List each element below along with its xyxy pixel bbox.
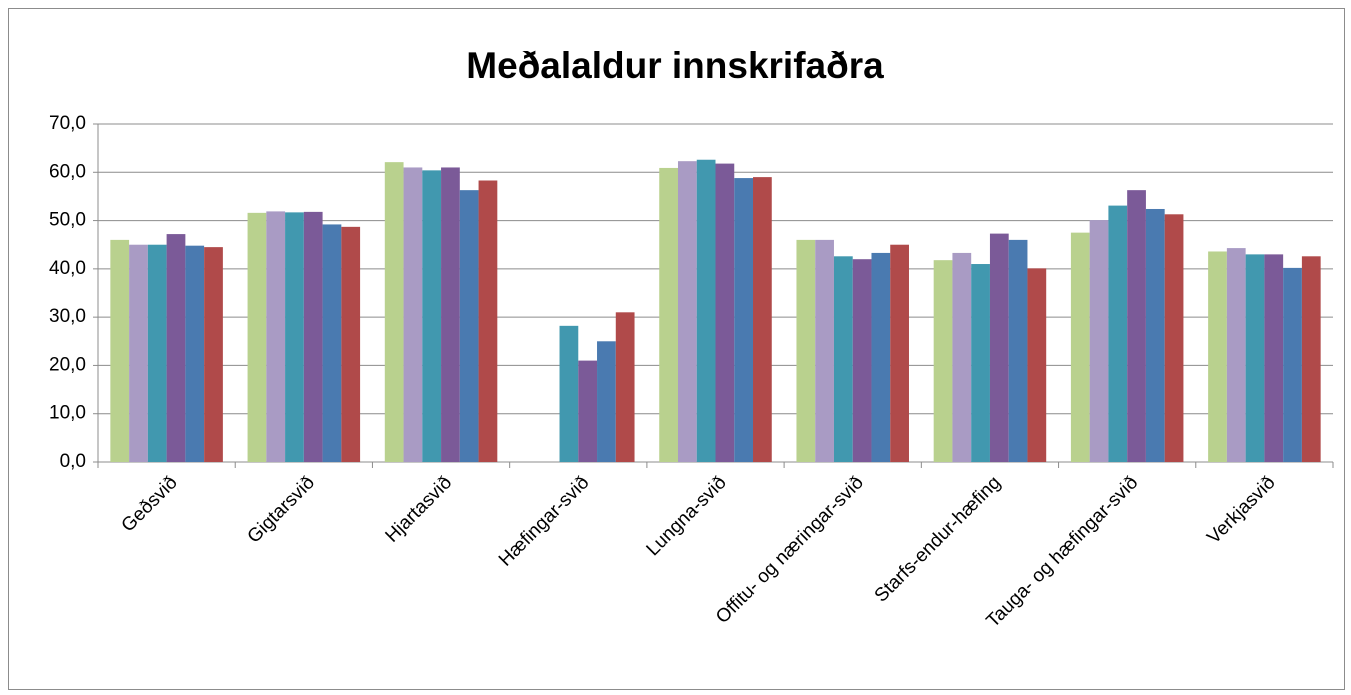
bar [147, 244, 167, 462]
y-tick-label: 50,0 [49, 210, 86, 231]
y-tick-label: 70,0 [49, 113, 86, 134]
bar [1208, 251, 1227, 462]
y-tick-label: 30,0 [49, 306, 86, 327]
bar [952, 252, 972, 462]
bar [247, 212, 267, 462]
bar [1226, 248, 1246, 462]
bar [796, 239, 816, 462]
bar [753, 177, 772, 462]
bar [204, 247, 223, 462]
bar [597, 341, 616, 462]
bar [1264, 254, 1284, 462]
bar [971, 264, 990, 462]
bar [1008, 239, 1028, 462]
bar [1089, 220, 1109, 462]
bar [1027, 268, 1047, 462]
bar [1070, 232, 1090, 462]
bar [659, 167, 678, 462]
bar [303, 211, 323, 462]
bar [677, 161, 697, 462]
bar [1283, 267, 1302, 462]
bar [478, 180, 498, 462]
bar [1145, 208, 1165, 462]
bar [989, 233, 1009, 462]
bar [871, 252, 891, 462]
y-tick-label: 10,0 [49, 403, 86, 424]
y-tick-label: 20,0 [49, 354, 86, 375]
bar [266, 211, 286, 462]
bar [1164, 214, 1184, 462]
bar [441, 167, 460, 462]
bar [110, 239, 130, 462]
bar [578, 360, 598, 462]
bar [129, 244, 148, 462]
bar [1127, 190, 1146, 462]
y-tick-label: 40,0 [49, 258, 86, 279]
bar [933, 260, 953, 462]
bar [1245, 254, 1265, 462]
bar [422, 170, 442, 462]
bar [696, 159, 716, 462]
bar [852, 259, 872, 462]
y-tick-label: 60,0 [49, 161, 86, 182]
bar [185, 245, 205, 462]
chart-title: Meðalaldur innskrifaðra [466, 45, 884, 86]
bar [459, 190, 479, 462]
y-tick-label: 0,0 [60, 451, 86, 472]
bar [341, 226, 361, 462]
bar [1108, 205, 1128, 463]
bar [734, 178, 754, 462]
bar [715, 163, 735, 462]
bar [1301, 256, 1321, 462]
bar [890, 244, 909, 462]
bar [815, 239, 834, 462]
bar [403, 167, 423, 462]
bar [384, 162, 404, 462]
bar [285, 212, 304, 462]
bar [559, 325, 579, 462]
bar [166, 234, 186, 462]
bar [833, 256, 853, 462]
bar [322, 224, 342, 462]
bar [615, 312, 635, 462]
